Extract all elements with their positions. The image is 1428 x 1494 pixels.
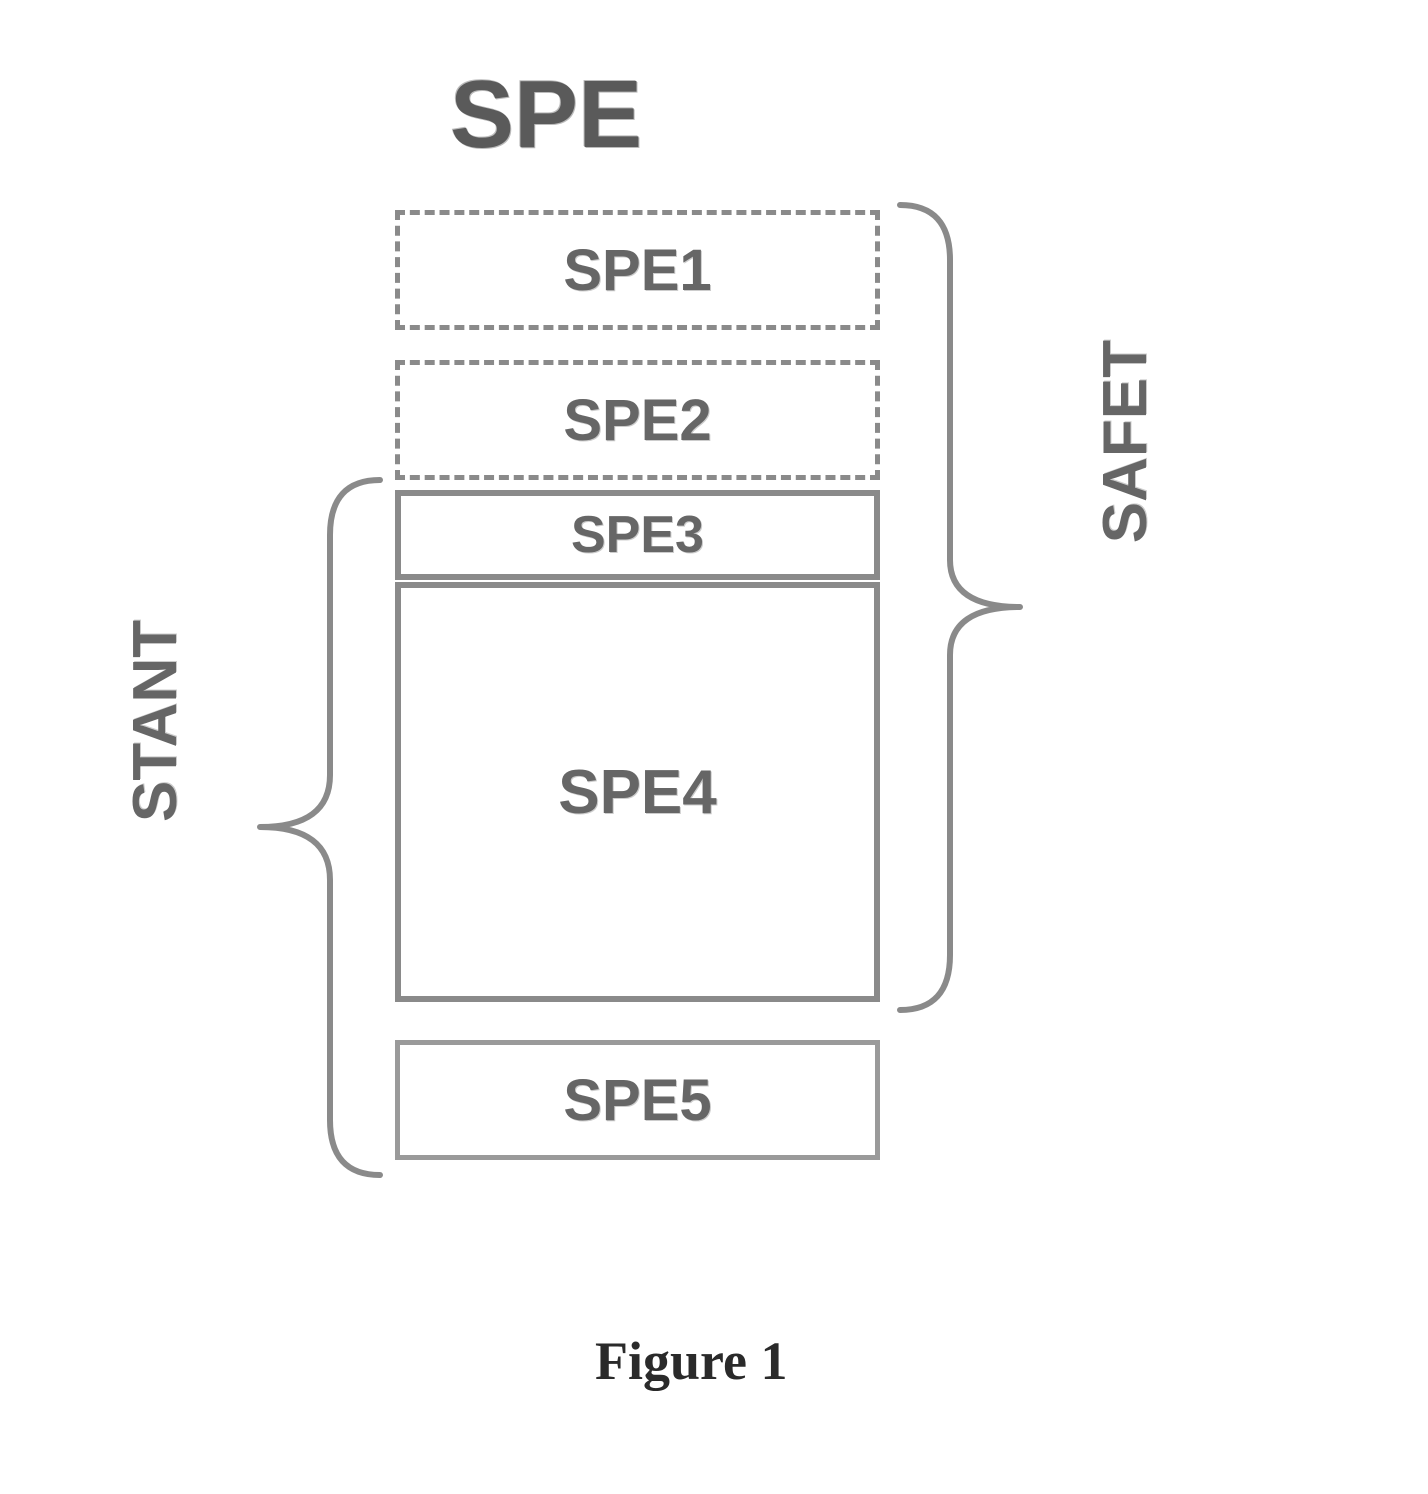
box-spe5-label: SPE5 [563,1067,711,1134]
box-spe4-label: SPE4 [558,757,717,828]
diagram-title: SPE [450,60,642,170]
right-brace [890,200,1030,1015]
box-spe3: SPE3 [395,490,880,580]
left-brace-label: STANT [120,620,191,822]
left-brace [250,475,390,1180]
box-spe3-label: SPE3 [571,505,704,565]
box-spe5: SPE5 [395,1040,880,1160]
box-spe1: SPE1 [395,210,880,330]
box-spe2-label: SPE2 [563,387,711,454]
right-brace-label: SAFET [1090,340,1161,543]
box-spe1-label: SPE1 [563,237,711,304]
box-spe4: SPE4 [395,582,880,1002]
figure-caption: Figure 1 [595,1330,787,1392]
box-spe2: SPE2 [395,360,880,480]
